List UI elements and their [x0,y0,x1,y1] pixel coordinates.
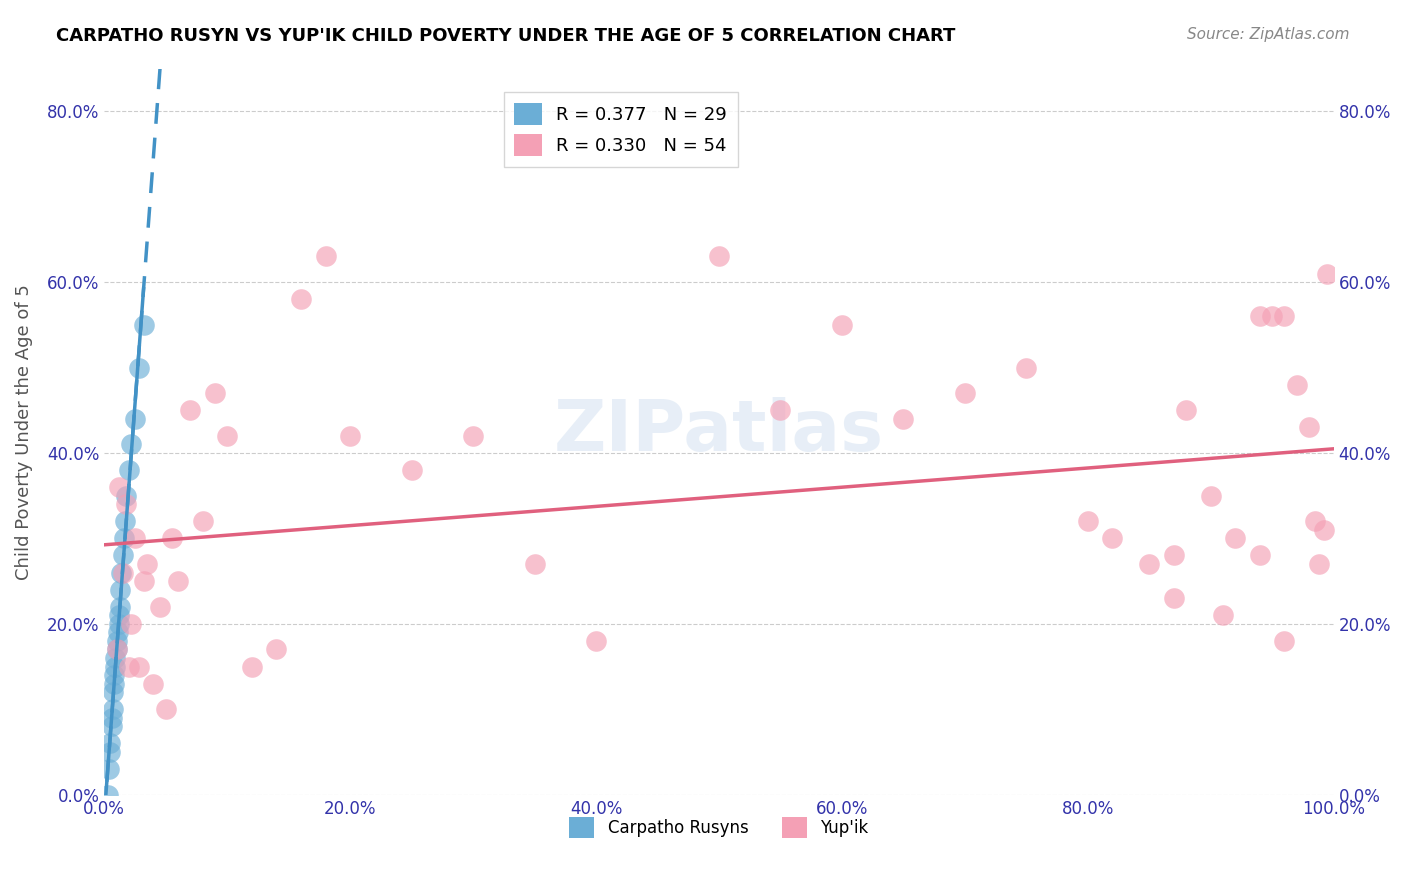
Point [1313,523,1336,537]
Point [1015,360,1038,375]
Point [1249,549,1271,563]
Point [1308,557,1330,571]
Point [105,642,128,657]
Point [142,676,165,690]
Point [120,437,142,451]
Point [120,616,142,631]
Legend: Carpatho Rusyns, Yup'ik: Carpatho Rusyns, Yup'ik [562,811,875,845]
Point [1261,310,1284,324]
Point [101,685,124,699]
Point [1101,532,1123,546]
Point [111,566,134,580]
Text: Source: ZipAtlas.com: Source: ZipAtlas.com [1187,27,1350,42]
Point [111,549,134,563]
Point [953,386,976,401]
Point [136,557,159,571]
Point [100,719,122,733]
Point [115,489,138,503]
Point [100,745,122,759]
Point [1163,549,1185,563]
Point [128,360,150,375]
Point [217,429,239,443]
Point [1163,591,1185,606]
Point [108,616,131,631]
Point [1274,634,1296,648]
Point [103,676,125,690]
Point [112,532,135,546]
Point [1212,608,1234,623]
Point [110,582,132,597]
Point [315,250,337,264]
Point [105,634,128,648]
Point [100,736,122,750]
Point [115,497,138,511]
Point [401,463,423,477]
Point [128,659,150,673]
Point [179,403,201,417]
Point [191,514,214,528]
Point [97,788,120,802]
Point [114,514,136,528]
Point [107,625,129,640]
Point [585,634,607,648]
Point [118,463,141,477]
Point [110,599,132,614]
Point [240,659,263,673]
Point [167,574,190,588]
Point [290,292,312,306]
Point [104,651,127,665]
Point [1137,557,1160,571]
Point [103,668,125,682]
Point [1274,310,1296,324]
Point [148,599,170,614]
Point [1285,377,1308,392]
Point [1199,489,1222,503]
Point [108,608,131,623]
Point [1077,514,1099,528]
Point [124,532,146,546]
Point [1298,420,1320,434]
Point [104,659,127,673]
Point [132,574,155,588]
Point [160,532,183,546]
Y-axis label: Child Poverty Under the Age of 5: Child Poverty Under the Age of 5 [15,284,32,580]
Point [132,318,155,332]
Point [105,642,128,657]
Point [1316,267,1339,281]
Text: ZIPatlas: ZIPatlas [554,397,884,467]
Point [118,659,141,673]
Point [1303,514,1326,528]
Point [891,412,914,426]
Point [769,403,792,417]
Point [110,566,132,580]
Point [461,429,484,443]
Point [339,429,361,443]
Point [707,250,730,264]
Point [155,702,177,716]
Text: CARPATHO RUSYN VS YUP'IK CHILD POVERTY UNDER THE AGE OF 5 CORRELATION CHART: CARPATHO RUSYN VS YUP'IK CHILD POVERTY U… [56,27,956,45]
Point [266,642,288,657]
Point [523,557,546,571]
Point [1249,310,1271,324]
Point [98,762,121,776]
Point [100,711,122,725]
Point [831,318,853,332]
Point [1225,532,1247,546]
Point [1175,403,1198,417]
Point [101,702,124,716]
Point [108,480,131,494]
Point [124,412,146,426]
Point [204,386,226,401]
